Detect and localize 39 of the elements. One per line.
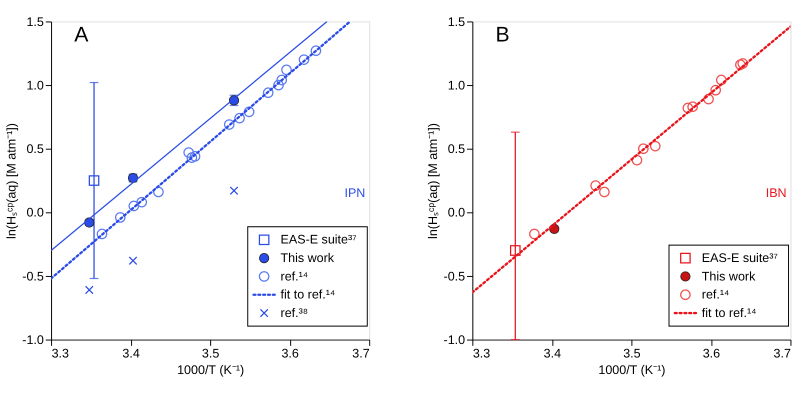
x-tick-label: 3.5 bbox=[623, 346, 641, 360]
legend-label: EAS-E suite³⁷ bbox=[280, 232, 358, 247]
chart-title: A bbox=[74, 24, 90, 47]
y-tick-label: 0.5 bbox=[448, 142, 466, 156]
legend-label: ref.¹⁴ bbox=[702, 288, 730, 302]
legend-label: fit to ref.¹⁴ bbox=[280, 288, 336, 302]
x-tick-label: 3.7 bbox=[774, 346, 791, 360]
y-tick-label: -0.5 bbox=[444, 269, 466, 284]
legend-label: fit to ref.¹⁴ bbox=[702, 306, 757, 320]
x-axis-title: 1000/T (K⁻¹) bbox=[177, 362, 244, 377]
x-axis-title: 1000/T (K⁻¹) bbox=[598, 362, 666, 377]
y-tick-label: 1.0 bbox=[26, 78, 44, 92]
y-tick-label: 0.0 bbox=[26, 206, 44, 220]
y-tick-label: -0.5 bbox=[22, 269, 44, 284]
legend-label: EAS-E suite³⁷ bbox=[702, 250, 778, 265]
y-tick-label: -1.0 bbox=[22, 332, 44, 347]
y-axis-title: ln(Hₛᶜᵖ(aq) [M atm⁻¹]) bbox=[4, 123, 19, 239]
legend-label: This work bbox=[280, 250, 335, 265]
y-tick-label: 1.5 bbox=[448, 14, 466, 29]
x-tick-label: 3.3 bbox=[52, 346, 70, 360]
chart-title: B bbox=[495, 24, 510, 47]
x-tick-label: 3.7 bbox=[352, 346, 370, 360]
x-tick-label: 3.4 bbox=[122, 346, 140, 360]
x-tick-label: 3.6 bbox=[281, 346, 299, 360]
annotation: IPN bbox=[344, 186, 366, 200]
legend-label: ref.¹⁴ bbox=[280, 269, 308, 284]
annotation: IBN bbox=[766, 186, 787, 200]
y-tick-label: 0.0 bbox=[448, 206, 466, 220]
y-tick-label: 1.5 bbox=[26, 14, 44, 29]
legend-label: ref.³⁸ bbox=[280, 306, 308, 320]
legend-label: This work bbox=[702, 269, 756, 284]
y-tick-label: 0.5 bbox=[26, 142, 44, 156]
x-tick-label: 3.4 bbox=[544, 346, 562, 360]
y-tick-label: 1.0 bbox=[448, 78, 466, 92]
y-axis-title: ln(Hₛᶜᵖ(aq) [M atm⁻¹]) bbox=[426, 123, 440, 239]
x-tick-label: 3.5 bbox=[202, 346, 220, 360]
x-tick-label: 3.6 bbox=[702, 346, 720, 360]
y-tick-label: -1.0 bbox=[444, 332, 466, 347]
x-tick-label: 3.3 bbox=[472, 346, 490, 360]
